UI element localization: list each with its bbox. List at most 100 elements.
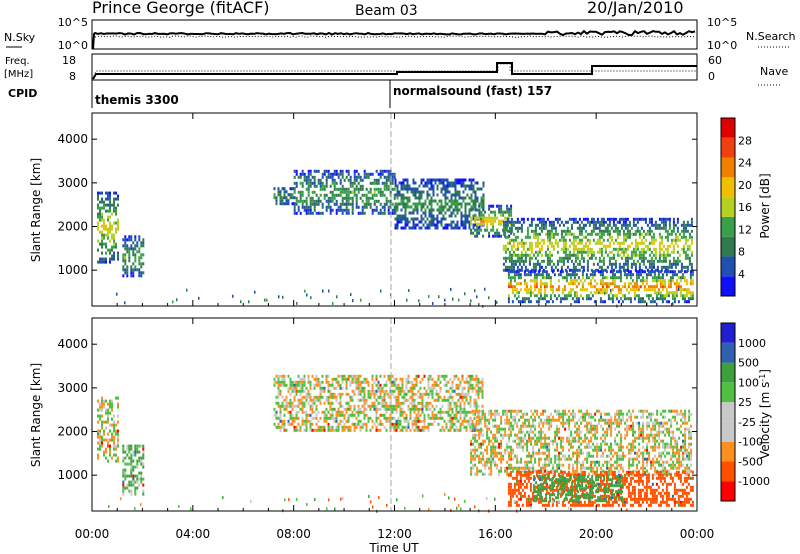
velocity-cell	[319, 389, 322, 393]
velocity-cell	[451, 410, 454, 414]
power-cell	[686, 256, 689, 260]
velocity-cell	[341, 419, 344, 423]
power-cell	[107, 194, 109, 198]
velocity-cell	[540, 442, 543, 446]
power-cell	[648, 229, 651, 233]
power-cell	[293, 181, 296, 185]
power-cell	[424, 184, 427, 188]
velocity-cell	[431, 413, 434, 417]
power-cell	[582, 250, 585, 254]
velocity-cell	[427, 380, 430, 384]
velocity-cell	[429, 374, 432, 378]
velocity-cell	[351, 410, 354, 414]
power-cell	[687, 300, 690, 304]
power-cell	[562, 259, 565, 263]
power-cell	[627, 285, 630, 289]
power-cell	[111, 236, 113, 240]
power-cell	[305, 205, 308, 209]
power-cell	[543, 285, 546, 289]
power-cell	[599, 270, 602, 274]
velocity-cell	[403, 389, 406, 393]
velocity-cell	[498, 424, 501, 428]
velocity-cell	[470, 418, 473, 422]
velocity-cell	[496, 463, 499, 467]
velocity-cell	[107, 459, 109, 463]
velocity-cell	[138, 450, 141, 454]
velocity-cell	[568, 442, 571, 446]
power-cell	[109, 224, 111, 228]
power-cell	[462, 223, 465, 227]
power-cell	[657, 279, 660, 283]
power-cell	[528, 223, 531, 227]
power-cell	[279, 193, 282, 197]
velocity-cell	[329, 389, 332, 393]
power-cell	[634, 265, 637, 269]
power-cell	[666, 265, 669, 269]
velocity-cell	[130, 465, 133, 469]
power-cell	[561, 288, 564, 292]
velocity-cell	[496, 451, 499, 455]
velocity-cell	[540, 436, 543, 440]
velocity-cell	[475, 404, 478, 408]
velocity-cell	[463, 404, 466, 408]
power-cell	[561, 270, 564, 274]
velocity-cell	[518, 466, 521, 470]
velocity-cell	[357, 422, 360, 426]
velocity-cell	[405, 392, 408, 396]
velocity-cell	[287, 419, 290, 423]
power-cell	[550, 241, 553, 245]
velocity-cell	[423, 428, 426, 432]
velocity-cell	[568, 454, 571, 458]
power-cell	[601, 282, 604, 286]
power-cell	[507, 276, 510, 280]
power-cell	[543, 270, 546, 274]
power-cell	[552, 262, 555, 266]
power-cell	[518, 259, 521, 263]
velocity-cell	[568, 448, 571, 452]
power-cell	[646, 244, 649, 248]
power-cell	[518, 253, 521, 257]
power-cell	[521, 297, 524, 301]
power-cell	[634, 232, 637, 236]
velocity-cell	[556, 448, 559, 452]
power-cell	[282, 295, 284, 299]
power-cell	[668, 220, 671, 224]
power-cell	[637, 297, 640, 301]
power-cell	[513, 276, 516, 280]
velocity-cell	[385, 404, 388, 408]
velocity-cell	[538, 433, 541, 437]
power-cell	[500, 207, 503, 211]
power-cell	[536, 250, 539, 254]
velocity-cell	[293, 386, 296, 390]
velocity-cell	[337, 413, 340, 417]
velocity-cell	[339, 413, 342, 417]
velocity-cell	[528, 454, 531, 458]
velocity-cell	[395, 428, 398, 432]
velocity-cell	[124, 477, 127, 481]
velocity-cell	[97, 429, 99, 433]
power-cell	[347, 211, 350, 215]
power-cell	[313, 199, 316, 203]
velocity-cell	[564, 457, 567, 461]
power-cell	[406, 223, 409, 227]
power-cell	[549, 297, 552, 301]
power-cell	[466, 217, 469, 221]
power-cell	[638, 253, 641, 257]
velocity-cell	[538, 472, 541, 476]
power-cell	[618, 217, 621, 221]
velocity-cell	[421, 428, 424, 432]
power-cell	[506, 207, 509, 211]
velocity-cell	[140, 474, 143, 478]
velocity-cell	[321, 395, 324, 399]
velocity-cell	[449, 416, 452, 420]
velocity-cell	[594, 430, 597, 434]
power-cell	[520, 256, 523, 260]
power-cell	[549, 282, 552, 286]
nsearch-label: N.Search	[746, 30, 796, 43]
velocity-cell	[528, 433, 531, 437]
power-cell	[671, 297, 674, 301]
velocity-cell	[471, 374, 474, 378]
velocity-cell	[413, 392, 416, 396]
power-cell	[509, 276, 512, 280]
velocity-cell	[425, 401, 428, 405]
